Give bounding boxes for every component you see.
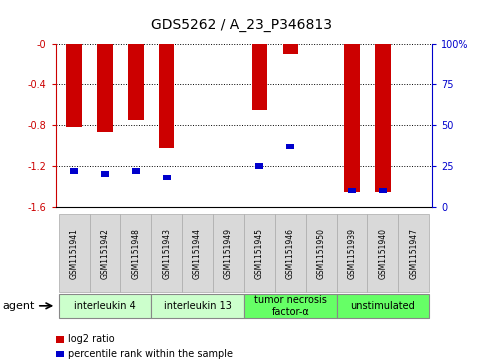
Text: unstimulated: unstimulated xyxy=(351,301,415,311)
FancyBboxPatch shape xyxy=(275,214,306,292)
Text: GSM1151944: GSM1151944 xyxy=(193,228,202,279)
Text: GSM1151948: GSM1151948 xyxy=(131,228,141,279)
FancyBboxPatch shape xyxy=(120,214,151,292)
Bar xyxy=(132,168,140,174)
Text: GSM1151939: GSM1151939 xyxy=(347,228,356,279)
Bar xyxy=(344,44,360,192)
FancyBboxPatch shape xyxy=(151,214,182,292)
Text: GSM1151941: GSM1151941 xyxy=(70,228,79,279)
FancyBboxPatch shape xyxy=(89,214,120,292)
Bar xyxy=(163,175,170,180)
Bar xyxy=(286,144,294,149)
FancyBboxPatch shape xyxy=(337,294,429,318)
Bar xyxy=(97,44,113,132)
Text: GSM1151947: GSM1151947 xyxy=(409,228,418,279)
Bar xyxy=(256,163,263,169)
Text: GSM1151940: GSM1151940 xyxy=(378,228,387,279)
Text: GSM1151946: GSM1151946 xyxy=(286,228,295,279)
FancyBboxPatch shape xyxy=(58,214,89,292)
FancyBboxPatch shape xyxy=(398,214,429,292)
Text: GDS5262 / A_23_P346813: GDS5262 / A_23_P346813 xyxy=(151,18,332,32)
FancyBboxPatch shape xyxy=(244,294,337,318)
Text: agent: agent xyxy=(2,301,35,311)
FancyBboxPatch shape xyxy=(368,214,398,292)
Text: interleukin 13: interleukin 13 xyxy=(164,301,231,311)
Bar xyxy=(159,44,174,148)
Bar xyxy=(66,44,82,127)
Bar xyxy=(283,44,298,54)
FancyBboxPatch shape xyxy=(337,214,368,292)
Bar xyxy=(348,188,356,193)
Text: GSM1151950: GSM1151950 xyxy=(317,228,326,279)
FancyBboxPatch shape xyxy=(151,294,244,318)
Bar xyxy=(128,44,143,120)
FancyBboxPatch shape xyxy=(58,294,151,318)
Text: GSM1151942: GSM1151942 xyxy=(100,228,110,279)
Bar xyxy=(56,351,64,357)
FancyBboxPatch shape xyxy=(213,214,244,292)
Text: GSM1151943: GSM1151943 xyxy=(162,228,171,279)
FancyBboxPatch shape xyxy=(306,214,337,292)
Bar xyxy=(375,44,391,192)
Bar xyxy=(56,336,64,343)
Text: tumor necrosis
factor-α: tumor necrosis factor-α xyxy=(254,295,327,317)
Text: interleukin 4: interleukin 4 xyxy=(74,301,136,311)
Bar xyxy=(70,168,78,174)
FancyBboxPatch shape xyxy=(244,214,275,292)
Text: GSM1151945: GSM1151945 xyxy=(255,228,264,279)
Bar xyxy=(101,171,109,177)
FancyBboxPatch shape xyxy=(182,214,213,292)
Text: log2 ratio: log2 ratio xyxy=(68,334,115,344)
Text: percentile rank within the sample: percentile rank within the sample xyxy=(68,349,233,359)
Text: GSM1151949: GSM1151949 xyxy=(224,228,233,279)
Bar xyxy=(252,44,267,110)
Bar xyxy=(379,188,387,193)
